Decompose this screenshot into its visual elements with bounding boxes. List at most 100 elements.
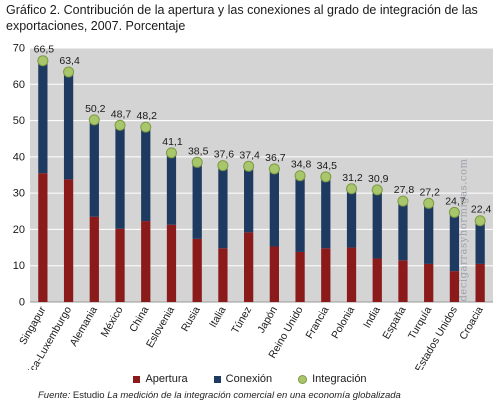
legend-label-apertura: Apertura — [145, 373, 188, 385]
y-tick-label: 10 — [13, 260, 25, 272]
bar-conexion — [192, 162, 202, 239]
source-note: Fuente: Estudio La medición de la integr… — [38, 390, 401, 401]
legend-item-apertura: Apertura — [133, 373, 188, 385]
data-label: 37,6 — [214, 149, 235, 161]
source-text: Estudio — [70, 390, 108, 401]
chart-title: Gráfico 2. Contribución de la apertura y… — [6, 3, 478, 33]
bar-apertura — [269, 246, 279, 302]
y-tick-label: 70 — [13, 43, 25, 55]
bar-conexion — [38, 60, 48, 174]
marker-integracion — [397, 195, 409, 207]
bar-conexion — [424, 203, 434, 264]
bar-apertura — [63, 179, 74, 302]
data-label: 27,2 — [419, 186, 440, 198]
bar-apertura — [424, 263, 434, 302]
legend-label-conexion: Conexión — [225, 373, 273, 385]
data-label: 48,7 — [111, 108, 132, 120]
marker-integracion — [423, 197, 435, 209]
marker-integracion — [346, 183, 358, 195]
x-tick-label: Francia — [304, 304, 332, 340]
x-tick-label: Túnez — [229, 305, 254, 336]
bar-conexion — [346, 188, 357, 248]
marker-integracion — [63, 66, 75, 78]
bar-apertura — [38, 173, 48, 302]
data-label: 34,5 — [317, 160, 338, 172]
marker-integracion — [88, 114, 100, 126]
bar-apertura — [166, 224, 177, 302]
x-tick-label: Turquía — [406, 304, 434, 341]
data-label: 27,8 — [394, 184, 415, 196]
bar-apertura — [115, 228, 125, 302]
bar-conexion — [372, 189, 382, 259]
x-tick-label: China — [127, 304, 151, 334]
bar-apertura — [89, 216, 99, 302]
x-tick-label: México — [99, 304, 126, 339]
bar-conexion — [166, 152, 177, 225]
bar-conexion — [218, 165, 228, 249]
x-tick-label: Rusia — [179, 304, 203, 333]
bar-conexion — [115, 125, 125, 229]
marker-integracion — [114, 119, 126, 131]
x-tick-label: Japón — [255, 304, 280, 335]
data-label: 31,2 — [342, 172, 363, 184]
y-tick-label: 0 — [19, 297, 25, 309]
y-tick-label: 40 — [13, 151, 25, 163]
data-label: 24,7 — [445, 195, 466, 207]
data-label: 22,4 — [471, 204, 492, 216]
legend-item-integracion: Integración — [298, 373, 367, 385]
x-tick-label: Polonia — [329, 304, 357, 340]
bar-conexion — [449, 212, 460, 272]
marker-integracion — [140, 121, 152, 133]
marker-integracion — [165, 147, 177, 159]
source-title: La medición de la integración comercial … — [107, 390, 401, 401]
x-tick-label: España — [380, 304, 408, 341]
data-label: 36,7 — [265, 152, 286, 164]
marker-integracion — [448, 206, 460, 218]
legend-swatch-apertura — [133, 375, 141, 383]
marker-integracion — [37, 55, 49, 67]
y-tick-label: 30 — [13, 188, 25, 200]
x-tick-label: India — [361, 304, 383, 330]
y-tick-label: 60 — [13, 79, 25, 91]
data-label: 63,4 — [59, 55, 80, 67]
bar-conexion — [321, 176, 331, 249]
bar-apertura — [295, 251, 305, 302]
marker-integracion — [217, 160, 229, 172]
legend-swatch-conexion — [213, 375, 221, 383]
data-label: 37,4 — [239, 149, 260, 161]
legend-label-integracion: Integración — [312, 373, 367, 385]
bar-conexion — [63, 71, 74, 180]
bar-conexion — [475, 220, 485, 264]
data-label: 66,5 — [34, 44, 55, 56]
marker-integracion — [474, 215, 486, 227]
bar-apertura — [346, 247, 357, 302]
y-tick-label: 20 — [13, 224, 25, 236]
data-label: 48,2 — [137, 110, 158, 122]
bar-apertura — [192, 238, 202, 302]
data-label: 38,5 — [188, 145, 209, 157]
bar-conexion — [269, 168, 279, 247]
marker-integracion — [268, 163, 280, 175]
marker-integracion — [243, 160, 255, 172]
legend-swatch-integracion — [298, 374, 308, 384]
source-prefix: Fuente: — [38, 390, 71, 401]
legend-item-conexion: Conexión — [213, 373, 273, 385]
bar-apertura — [141, 221, 151, 302]
bar-apertura — [449, 271, 460, 302]
bar-conexion — [398, 201, 408, 261]
bar-apertura — [372, 258, 382, 302]
bar-conexion — [141, 127, 151, 222]
plot-area — [30, 48, 493, 302]
data-label: 41,1 — [162, 136, 183, 148]
legend: Apertura Conexión Integración — [0, 371, 500, 387]
bar-apertura — [321, 248, 331, 302]
x-tick-label: Italia — [207, 304, 229, 329]
data-label: 50,2 — [85, 103, 106, 115]
watermark-text: decigarrasyhormigas.com — [458, 158, 470, 302]
bar-conexion — [89, 119, 99, 217]
marker-integracion — [294, 170, 306, 182]
marker-integracion — [320, 171, 332, 183]
bar-conexion — [295, 175, 305, 252]
data-label: 30,9 — [368, 173, 389, 185]
